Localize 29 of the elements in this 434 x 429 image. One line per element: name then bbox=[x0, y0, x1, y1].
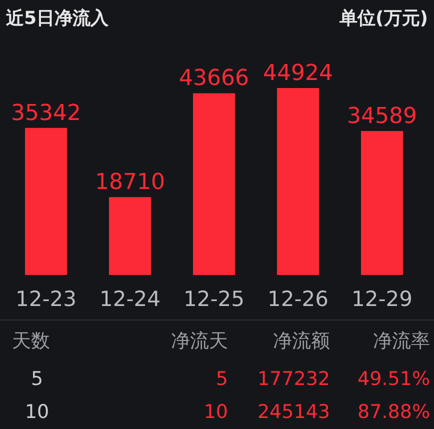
text: 10 bbox=[24, 401, 50, 423]
data-label: 34589 bbox=[347, 104, 417, 130]
bar bbox=[25, 128, 67, 275]
text: 10 bbox=[204, 401, 228, 423]
x-tick-label: 12-24 bbox=[99, 287, 161, 311]
data-label: 18710 bbox=[95, 170, 165, 196]
data-label: 44924 bbox=[263, 61, 333, 86]
text: 净流天 bbox=[171, 330, 228, 352]
data-label: 35342 bbox=[11, 100, 81, 126]
x-tick-label: 12-23 bbox=[15, 287, 77, 311]
text: 87.88% bbox=[358, 401, 430, 423]
bar bbox=[193, 93, 235, 275]
text: 净流率 bbox=[373, 330, 430, 352]
text: 49.51% bbox=[358, 368, 430, 390]
text: 天数 bbox=[12, 330, 50, 352]
x-tick-label: 12-25 bbox=[183, 287, 245, 311]
bar bbox=[277, 88, 319, 275]
x-tick-label: 12-29 bbox=[351, 287, 413, 311]
text: 净流额 bbox=[273, 330, 330, 352]
text: 245143 bbox=[257, 401, 330, 423]
text: 5 bbox=[30, 368, 44, 390]
bar bbox=[109, 197, 151, 275]
chart-title: 近5日净流入 bbox=[5, 8, 110, 29]
bar bbox=[361, 131, 403, 275]
data-label: 43666 bbox=[179, 66, 249, 92]
text: 5 bbox=[216, 368, 228, 390]
chart-subtitle: 单位(万元) bbox=[338, 8, 428, 29]
text: 177232 bbox=[257, 368, 330, 390]
x-tick-label: 12-26 bbox=[267, 287, 329, 311]
